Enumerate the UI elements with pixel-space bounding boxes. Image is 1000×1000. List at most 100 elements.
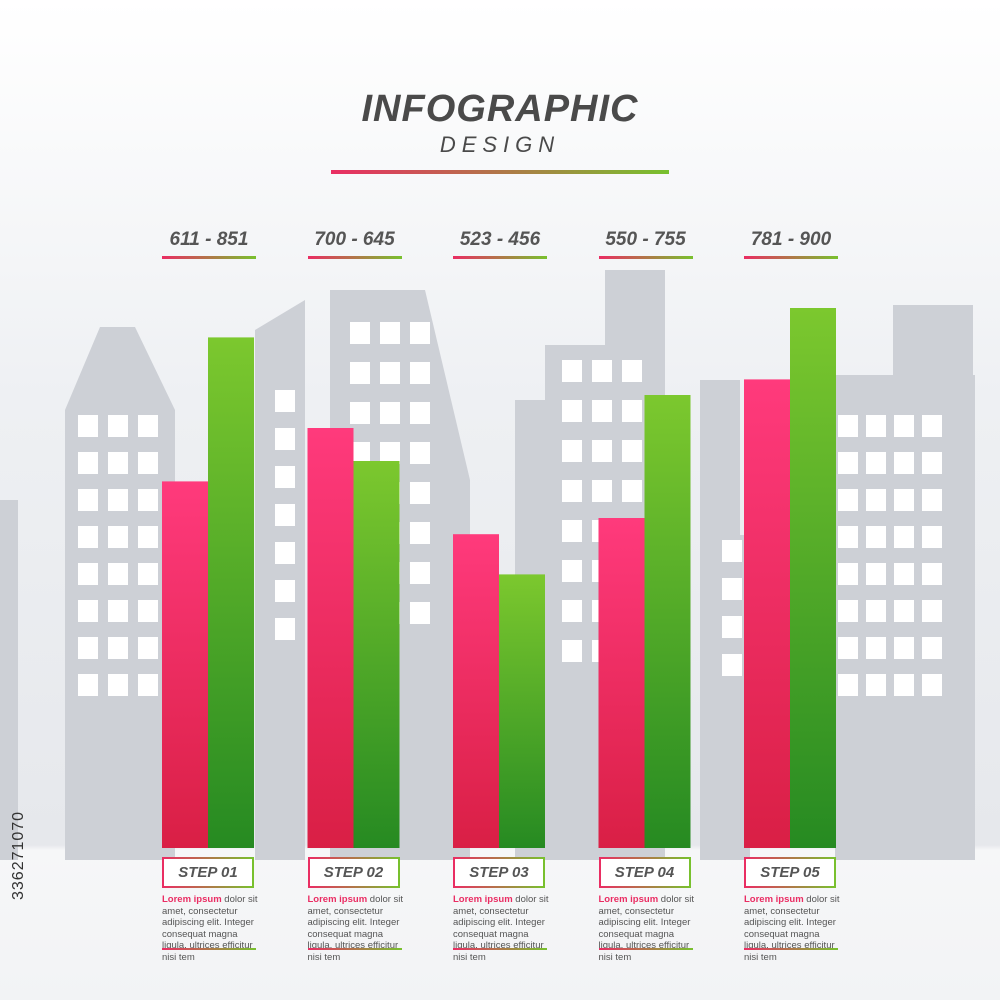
window bbox=[78, 489, 98, 511]
step-description-1: Lorem ipsum dolor sit amet, consectetur … bbox=[162, 894, 262, 963]
window bbox=[562, 600, 582, 622]
title-underline bbox=[331, 170, 669, 174]
window bbox=[275, 504, 295, 526]
window bbox=[922, 415, 942, 437]
window bbox=[866, 415, 886, 437]
step-description-body: dolor sit amet, consectetur adipiscing e… bbox=[453, 894, 549, 963]
window bbox=[138, 526, 158, 548]
window bbox=[108, 637, 128, 659]
step-label-5: STEP 05 bbox=[744, 857, 836, 888]
window bbox=[108, 563, 128, 585]
building bbox=[0, 500, 18, 860]
pink-bar-1 bbox=[162, 481, 208, 848]
window bbox=[866, 600, 886, 622]
window bbox=[592, 480, 612, 502]
pink-bar-2 bbox=[307, 428, 354, 848]
range-underline bbox=[307, 256, 402, 259]
step-underline bbox=[744, 948, 838, 950]
window bbox=[722, 654, 742, 676]
window bbox=[275, 390, 295, 412]
window bbox=[562, 360, 582, 382]
window bbox=[380, 322, 400, 344]
range-underline bbox=[598, 256, 693, 259]
window bbox=[78, 674, 98, 696]
window bbox=[866, 489, 886, 511]
window bbox=[562, 520, 582, 542]
window bbox=[108, 415, 128, 437]
window bbox=[838, 415, 858, 437]
range-label-4: 550 - 755 bbox=[605, 229, 686, 250]
window bbox=[78, 637, 98, 659]
window bbox=[108, 600, 128, 622]
window bbox=[866, 563, 886, 585]
window bbox=[78, 415, 98, 437]
step-description-lead: Lorem ipsum bbox=[453, 894, 513, 905]
window bbox=[380, 442, 400, 464]
window bbox=[866, 452, 886, 474]
window bbox=[922, 674, 942, 696]
building bbox=[425, 290, 470, 480]
stock-id-watermark: 336271070 bbox=[10, 810, 27, 900]
window bbox=[562, 480, 582, 502]
window bbox=[722, 616, 742, 638]
window bbox=[275, 466, 295, 488]
window bbox=[922, 637, 942, 659]
window bbox=[922, 526, 942, 548]
step-description-body: dolor sit amet, consectetur adipiscing e… bbox=[744, 894, 840, 963]
building bbox=[255, 300, 305, 330]
window bbox=[275, 580, 295, 602]
window bbox=[622, 480, 642, 502]
window bbox=[410, 402, 430, 424]
page-subtitle: DESIGN bbox=[439, 132, 561, 157]
step-description-lead: Lorem ipsum bbox=[598, 894, 659, 905]
window bbox=[592, 440, 612, 462]
building bbox=[65, 327, 175, 410]
window bbox=[138, 452, 158, 474]
window bbox=[275, 428, 295, 450]
pink-bar-5 bbox=[744, 379, 790, 848]
window bbox=[922, 600, 942, 622]
window bbox=[78, 600, 98, 622]
step-label-1: STEP 01 bbox=[162, 857, 254, 888]
window bbox=[722, 578, 742, 600]
window bbox=[838, 674, 858, 696]
window bbox=[138, 674, 158, 696]
window bbox=[894, 415, 914, 437]
window bbox=[866, 526, 886, 548]
green-bar-2 bbox=[353, 461, 400, 848]
step-underline bbox=[162, 948, 256, 950]
window bbox=[78, 526, 98, 548]
window bbox=[350, 322, 370, 344]
window bbox=[108, 526, 128, 548]
window bbox=[275, 542, 295, 564]
step-description-3: Lorem ipsum dolor sit amet, consectetur … bbox=[453, 894, 553, 963]
step-label-4: STEP 04 bbox=[598, 857, 691, 888]
window bbox=[922, 489, 942, 511]
green-bar-3 bbox=[499, 574, 545, 848]
window bbox=[108, 489, 128, 511]
window bbox=[922, 452, 942, 474]
window bbox=[410, 362, 430, 384]
green-bar-5 bbox=[790, 308, 836, 848]
window bbox=[380, 362, 400, 384]
window bbox=[722, 540, 742, 562]
window bbox=[838, 489, 858, 511]
window bbox=[894, 600, 914, 622]
window bbox=[838, 563, 858, 585]
window bbox=[410, 522, 430, 544]
window bbox=[894, 674, 914, 696]
pink-bar-4 bbox=[598, 518, 645, 848]
window bbox=[622, 440, 642, 462]
window bbox=[894, 452, 914, 474]
window bbox=[866, 637, 886, 659]
range-label-3: 523 - 456 bbox=[459, 229, 541, 250]
window bbox=[622, 400, 642, 422]
window bbox=[410, 602, 430, 624]
window bbox=[138, 489, 158, 511]
window bbox=[350, 442, 370, 464]
step-description-body: dolor sit amet, consectetur adipiscing e… bbox=[307, 894, 404, 963]
window bbox=[838, 600, 858, 622]
step-description-body: dolor sit amet, consectetur adipiscing e… bbox=[162, 894, 258, 963]
window bbox=[350, 402, 370, 424]
